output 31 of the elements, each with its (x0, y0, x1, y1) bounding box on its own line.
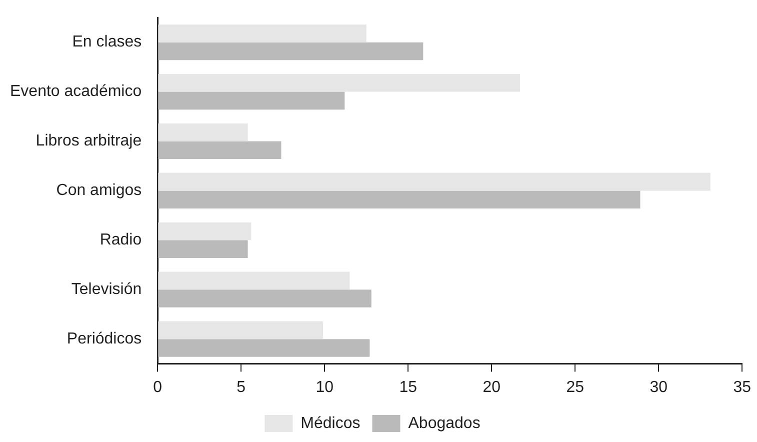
y-tick-label: En clases (72, 34, 142, 51)
y-tick-label: Libros arbitraje (36, 132, 142, 150)
x-tick-label: 5 (236, 378, 246, 396)
y-tick-label: Televisión (71, 281, 142, 298)
bar (158, 172, 710, 191)
bar (158, 240, 248, 258)
x-tick-label: 20 (482, 378, 501, 396)
bar (158, 74, 520, 92)
bar (158, 24, 366, 42)
x-tick-label: 25 (566, 378, 584, 396)
bar (158, 92, 345, 110)
x-tick-label: 10 (316, 378, 334, 396)
y-tick-label: Con amigos (56, 182, 142, 200)
bar (158, 141, 282, 160)
bar (158, 339, 370, 357)
bar (158, 290, 372, 308)
bar (158, 42, 424, 60)
y-tick-label: Evento académico (10, 83, 142, 100)
bar (158, 222, 252, 240)
legend-label: Abogados (408, 414, 480, 432)
bar (158, 272, 350, 290)
bar (158, 190, 640, 209)
x-tick-label: 0 (153, 378, 162, 396)
x-tick-label: 35 (733, 378, 752, 396)
x-tick-label: 15 (399, 378, 418, 396)
y-tick-label: Radio (100, 232, 142, 249)
bar (158, 321, 323, 340)
legend-label: Médicos (300, 414, 360, 432)
bar (158, 123, 248, 142)
y-tick-label: Periódicos (66, 330, 142, 348)
x-tick-label: 30 (650, 378, 668, 396)
